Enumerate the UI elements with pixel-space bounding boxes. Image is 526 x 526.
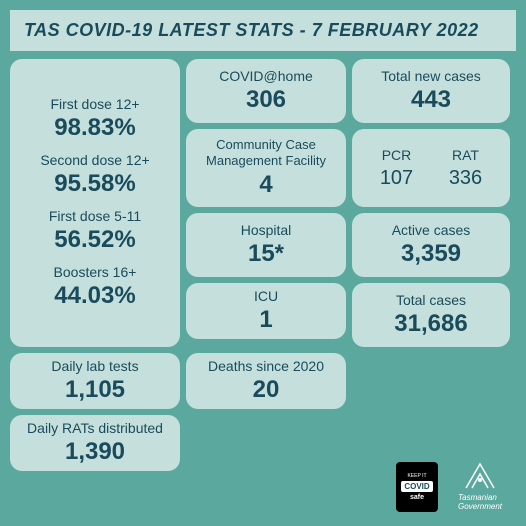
total-cases-card: Total cases 31,686 xyxy=(352,283,510,347)
vaccination-card: First dose 12+ 98.83% Second dose 12+ 95… xyxy=(10,59,180,347)
deaths-label: Deaths since 2020 xyxy=(196,358,336,375)
tas-gov-text: Tasmanian Government xyxy=(458,494,502,512)
stats-grid: First dose 12+ 98.83% Second dose 12+ 95… xyxy=(10,59,516,471)
covid-text: COVID xyxy=(401,481,432,492)
rat-label: RAT xyxy=(449,147,482,163)
boosters-value: 44.03% xyxy=(20,282,170,310)
page-title: TAS COVID-19 LATEST STATS - 7 FEBRUARY 2… xyxy=(24,20,479,40)
rats-dist-value: 1,390 xyxy=(20,438,170,466)
new-cases-value: 443 xyxy=(362,86,500,114)
lab-tests-value: 1,105 xyxy=(20,376,170,404)
covid-home-label: COVID@home xyxy=(196,68,336,85)
hospital-card: Hospital 15* xyxy=(186,213,346,277)
covid-safe-logo: KEEP IT COVID safe xyxy=(396,462,438,512)
total-label: Total cases xyxy=(362,292,500,309)
keep-it-text: KEEP IT xyxy=(407,473,426,479)
rat-col: RAT 336 xyxy=(449,147,482,190)
first-dose-5-11: First dose 5-11 56.52% xyxy=(20,208,170,254)
government-text: Government xyxy=(458,503,502,512)
pcr-label: PCR xyxy=(380,147,413,163)
lab-tests-card: Daily lab tests 1,105 xyxy=(10,353,180,409)
rat-value: 336 xyxy=(449,167,482,190)
tas-gov-icon xyxy=(462,460,498,492)
second-dose-12: Second dose 12+ 95.58% xyxy=(20,152,170,198)
lab-tests-label: Daily lab tests xyxy=(20,358,170,375)
first-dose-5-11-value: 56.52% xyxy=(20,226,170,254)
safe-text: safe xyxy=(410,494,424,501)
new-cases-label: Total new cases xyxy=(362,68,500,85)
community-label: Community Case Management Facility xyxy=(196,137,336,168)
covid-home-value: 306 xyxy=(196,86,336,114)
boosters-label: Boosters 16+ xyxy=(20,264,170,280)
community-card: Community Case Management Facility 4 xyxy=(186,129,346,207)
deaths-card: Deaths since 2020 20 xyxy=(186,353,346,409)
active-label: Active cases xyxy=(362,222,500,239)
first-dose-12: First dose 12+ 98.83% xyxy=(20,96,170,142)
new-cases-card: Total new cases 443 xyxy=(352,59,510,123)
hospital-label: Hospital xyxy=(196,222,336,239)
first-dose-12-value: 98.83% xyxy=(20,114,170,142)
title-text: TAS COVID-19 LATEST STATS - xyxy=(24,20,306,40)
deaths-value: 20 xyxy=(196,376,336,404)
first-dose-5-11-label: First dose 5-11 xyxy=(20,208,170,224)
boosters: Boosters 16+ 44.03% xyxy=(20,264,170,310)
active-cases-card: Active cases 3,359 xyxy=(352,213,510,277)
pcr-col: PCR 107 xyxy=(380,147,413,190)
logos-area: KEEP IT COVID safe Tasmanian Government xyxy=(396,460,510,512)
covid-home-card: COVID@home 306 xyxy=(186,59,346,123)
first-dose-12-label: First dose 12+ xyxy=(20,96,170,112)
icu-card: ICU 1 xyxy=(186,283,346,339)
icu-value: 1 xyxy=(196,306,336,334)
header-bar: TAS COVID-19 LATEST STATS - 7 FEBRUARY 2… xyxy=(10,10,516,51)
second-dose-12-value: 95.58% xyxy=(20,170,170,198)
title-date: 7 FEBRUARY 2022 xyxy=(312,20,479,40)
second-dose-12-label: Second dose 12+ xyxy=(20,152,170,168)
icu-label: ICU xyxy=(196,288,336,305)
total-value: 31,686 xyxy=(362,310,500,338)
pcr-value: 107 xyxy=(380,167,413,190)
active-value: 3,359 xyxy=(362,240,500,268)
hospital-value: 15* xyxy=(196,240,336,268)
pcr-rat-card: PCR 107 RAT 336 xyxy=(352,129,510,207)
tasmanian-government-logo: Tasmanian Government xyxy=(450,460,510,512)
rats-distributed-card: Daily RATs distributed 1,390 xyxy=(10,415,180,471)
community-value: 4 xyxy=(196,171,336,199)
rats-dist-label: Daily RATs distributed xyxy=(20,420,170,437)
